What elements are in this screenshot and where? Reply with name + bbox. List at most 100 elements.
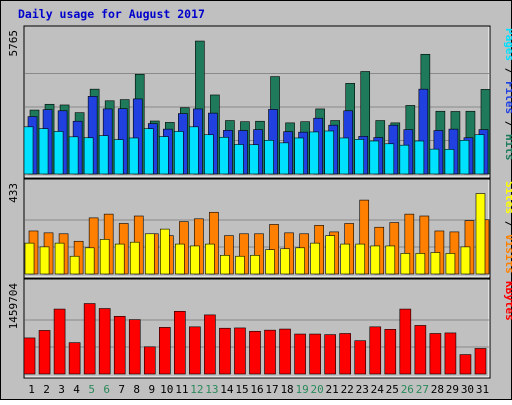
x-tick-label-day-16: 16 bbox=[250, 383, 263, 396]
legend-entry-sites: Sites bbox=[503, 181, 512, 214]
bar-kbytes-day-20 bbox=[309, 333, 321, 375]
bar-kbytes-day-15 bbox=[234, 327, 246, 375]
legend-entry-hits: Hits bbox=[503, 134, 512, 161]
bar-kbytes-day-11 bbox=[174, 310, 186, 375]
bar-kbytes-day-8 bbox=[128, 319, 141, 375]
bar-pages-day-19 bbox=[294, 137, 304, 175]
legend-separator: / bbox=[503, 61, 512, 81]
x-tick-label-day-13: 13 bbox=[205, 383, 218, 396]
bar-pages-day-7 bbox=[113, 139, 124, 175]
x-tick-label-day-22: 22 bbox=[341, 383, 354, 396]
bar-sites-day-27 bbox=[415, 253, 426, 275]
bar-kbytes-day-30 bbox=[459, 354, 472, 375]
bar-kbytes-day-5 bbox=[83, 303, 96, 375]
bar-kbytes-day-12 bbox=[189, 326, 201, 375]
bar-sites-day-7 bbox=[114, 243, 125, 275]
bar-pages-day-11 bbox=[174, 131, 184, 175]
x-tick-label-day-8: 8 bbox=[133, 383, 140, 396]
legend-entry-visits: Visits bbox=[503, 234, 512, 274]
bar-sites-day-20 bbox=[310, 242, 320, 275]
x-tick-label-day-31: 31 bbox=[476, 383, 489, 396]
bar-kbytes-day-17 bbox=[264, 329, 276, 375]
x-tick-label-day-2: 2 bbox=[43, 383, 50, 396]
bar-kbytes-day-2 bbox=[38, 330, 51, 375]
bar-kbytes-day-18 bbox=[279, 328, 291, 375]
x-tick-label-day-12: 12 bbox=[190, 383, 203, 396]
bar-kbytes-day-13 bbox=[204, 314, 216, 375]
bar-kbytes-day-25 bbox=[384, 329, 397, 375]
bar-sites-day-31 bbox=[475, 193, 486, 275]
bar-pages-day-18 bbox=[279, 142, 289, 175]
x-tick-label-day-18: 18 bbox=[280, 383, 293, 396]
y-max-label-kbytes: 1459704 bbox=[7, 283, 20, 330]
bar-pages-day-15 bbox=[234, 144, 244, 175]
bar-sites-day-4 bbox=[69, 255, 80, 275]
bar-pages-day-24 bbox=[369, 140, 380, 175]
x-tick-label-day-25: 25 bbox=[386, 383, 399, 396]
x-tick-label-day-20: 20 bbox=[311, 383, 324, 396]
bar-kbytes-day-27 bbox=[414, 325, 427, 375]
x-tick-label-day-19: 19 bbox=[295, 383, 308, 396]
bar-pages-day-26 bbox=[399, 144, 410, 175]
bar-kbytes-day-6 bbox=[98, 308, 111, 375]
bar-kbytes-day-7 bbox=[113, 315, 126, 375]
x-tick-label-day-29: 29 bbox=[446, 383, 459, 396]
legend-entry-kbytes: KBytes bbox=[503, 281, 512, 321]
bar-sites-day-15 bbox=[235, 255, 245, 275]
x-tick-label-day-7: 7 bbox=[118, 383, 125, 396]
bar-pages-day-21 bbox=[324, 130, 334, 175]
bar-sites-day-2 bbox=[39, 246, 50, 275]
legend-entry-pages: Pages bbox=[503, 28, 512, 61]
x-tick-label-day-3: 3 bbox=[58, 383, 65, 396]
x-tick-label-day-10: 10 bbox=[160, 383, 173, 396]
x-tick-label-day-4: 4 bbox=[73, 383, 80, 396]
x-tick-label-day-30: 30 bbox=[461, 383, 474, 396]
bar-sites-day-26 bbox=[400, 253, 411, 275]
bar-sites-day-16 bbox=[250, 254, 260, 275]
bar-sites-day-12 bbox=[190, 245, 200, 275]
bar-sites-day-5 bbox=[84, 247, 95, 275]
y-max-label-sites-visits: 433 bbox=[7, 183, 20, 203]
legend-pages-files-hits: Pages / Files / Hits bbox=[503, 28, 512, 161]
bar-kbytes-day-24 bbox=[369, 326, 382, 375]
bar-kbytes-day-26 bbox=[399, 308, 412, 375]
x-tick-label-day-1: 1 bbox=[28, 383, 35, 396]
bar-sites-day-29 bbox=[445, 253, 456, 275]
y-max-label-pages-files-hits: 5765 bbox=[7, 30, 20, 57]
bar-pages-day-27 bbox=[414, 140, 425, 175]
bar-sites-day-19 bbox=[295, 247, 305, 275]
bar-kbytes-day-19 bbox=[294, 333, 306, 375]
bar-kbytes-day-23 bbox=[354, 340, 367, 375]
x-tick-label-day-17: 17 bbox=[265, 383, 278, 396]
bar-pages-day-4 bbox=[68, 136, 79, 175]
bar-pages-day-1 bbox=[23, 126, 34, 175]
bar-sites-day-3 bbox=[54, 242, 65, 275]
bar-sites-day-23 bbox=[355, 243, 366, 275]
x-tick-label-day-11: 11 bbox=[175, 383, 188, 396]
x-tick-label-day-15: 15 bbox=[235, 383, 248, 396]
bar-sites-day-8 bbox=[129, 241, 140, 275]
bar-pages-day-14 bbox=[219, 136, 229, 175]
bar-sites-day-1 bbox=[24, 242, 35, 275]
legend-separator: / bbox=[503, 114, 512, 134]
bar-sites-day-14 bbox=[220, 254, 230, 275]
bar-pages-day-17 bbox=[264, 139, 274, 175]
bar-kbytes-day-31 bbox=[474, 348, 487, 375]
bar-pages-day-13 bbox=[204, 134, 214, 175]
bar-pages-day-23 bbox=[354, 139, 365, 175]
x-tick-label-day-9: 9 bbox=[148, 383, 155, 396]
bar-sites-day-9 bbox=[144, 233, 155, 275]
bar-sites-day-6 bbox=[99, 239, 110, 275]
legend-entry-files: Files bbox=[503, 81, 512, 114]
bar-pages-day-25 bbox=[384, 143, 395, 175]
x-tick-label-day-21: 21 bbox=[326, 383, 339, 396]
bar-pages-day-9 bbox=[143, 128, 154, 175]
bar-sites-day-30 bbox=[460, 246, 471, 275]
bar-pages-day-31 bbox=[474, 134, 485, 175]
x-tick-label-day-26: 26 bbox=[401, 383, 414, 396]
bar-pages-day-30 bbox=[459, 139, 470, 175]
bar-sites-day-10 bbox=[160, 228, 170, 275]
x-tick-label-day-14: 14 bbox=[220, 383, 234, 396]
x-tick-label-day-28: 28 bbox=[431, 383, 444, 396]
legend-kbytes: KBytes bbox=[503, 281, 512, 321]
